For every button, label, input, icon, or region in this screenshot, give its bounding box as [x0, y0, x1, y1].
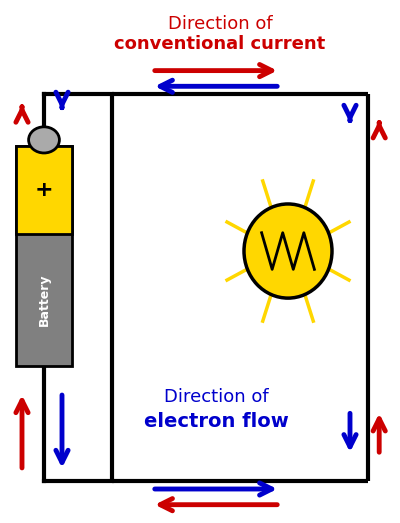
- Ellipse shape: [244, 204, 332, 298]
- Text: Battery: Battery: [38, 274, 50, 326]
- Text: electron flow: electron flow: [144, 412, 288, 430]
- Bar: [16, 146, 72, 366]
- Ellipse shape: [29, 127, 60, 153]
- Text: conventional current: conventional current: [114, 36, 326, 53]
- Text: +: +: [35, 180, 53, 200]
- Text: Direction of: Direction of: [164, 389, 268, 406]
- Text: Direction of: Direction of: [168, 15, 272, 32]
- Bar: [16, 146, 72, 234]
